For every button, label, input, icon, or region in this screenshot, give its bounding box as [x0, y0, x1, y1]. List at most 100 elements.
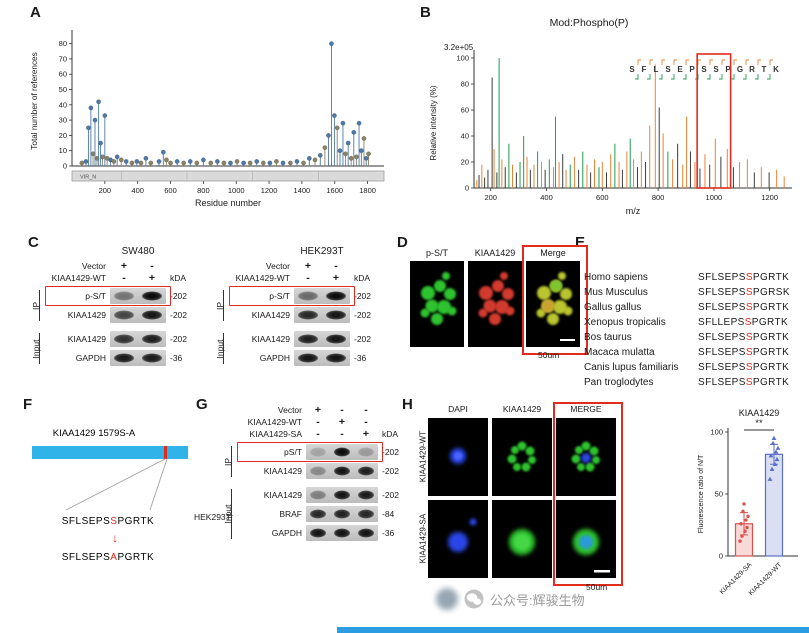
- if-merge-panel: p-S/T KIAA1429 Merge 50um: [410, 245, 588, 364]
- wt-dapi-image: [428, 418, 488, 496]
- mw-size: -202: [170, 291, 188, 301]
- scatter-point: [746, 514, 750, 519]
- seq-pre: SFLSEPS: [698, 347, 746, 358]
- mut-seq-site: A: [110, 552, 117, 563]
- blot-strip: [294, 350, 350, 366]
- x-axis-title: Residue number: [195, 198, 261, 208]
- condition-signs: + -: [294, 260, 350, 272]
- wt-kiaa1429-image: [492, 418, 552, 496]
- cell-blob: [442, 272, 450, 280]
- cell-blob: [513, 463, 521, 471]
- western-band: [334, 528, 350, 538]
- blot-row: pS/T -202: [237, 442, 406, 462]
- condition-sign: +: [338, 416, 346, 428]
- phospho-site: S: [745, 377, 753, 388]
- scatter-point: [741, 509, 745, 514]
- species-name: Xenopus tropicalis: [584, 317, 666, 328]
- antibody-label: pS/T: [284, 447, 302, 457]
- seq-post: PGRTK: [752, 302, 790, 313]
- condition-name: KIAA1429-WT: [235, 273, 290, 283]
- blot-row: GAPDH -36: [240, 525, 406, 541]
- watermark-text: 公众号:辉骏生物: [490, 592, 585, 608]
- x-tick-label: 400: [131, 186, 144, 195]
- cell-blob: [511, 446, 519, 454]
- data-point: [247, 160, 253, 166]
- condition-name: Vector: [277, 405, 302, 415]
- antibody-label: KIAA1429: [67, 310, 106, 320]
- data-point: [163, 157, 169, 163]
- condition-sign: -: [306, 272, 310, 284]
- wt-seq-post: PGRTK: [117, 516, 154, 527]
- y-axis-title: Fluorescence ratio of N/T: [698, 454, 705, 533]
- western-band: [334, 447, 350, 457]
- panel-a-references-chart: 0 10 20 30 40 50 60 70 80 Total number of referen…: [30, 30, 385, 208]
- sequence-letter: S: [701, 65, 707, 74]
- sequence: SFLSEPSSPGRTK: [698, 375, 789, 390]
- data-point: [273, 158, 279, 164]
- western-band: [334, 466, 350, 476]
- western-band: [114, 334, 134, 344]
- group-bracket: [231, 446, 232, 477]
- western-band: [298, 353, 318, 363]
- panel-e-label: E: [575, 234, 586, 251]
- x-tick-label: 600: [596, 193, 609, 202]
- scatter-point: [773, 449, 779, 454]
- cell-blob: [489, 313, 501, 325]
- data-point: [358, 148, 364, 154]
- data-point: [348, 155, 354, 161]
- seq-pre: SFLSEPS: [698, 272, 746, 283]
- western-band: [358, 447, 374, 457]
- condition-signs: + - -: [306, 404, 378, 416]
- data-point: [340, 120, 346, 126]
- condition-sign: -: [340, 404, 344, 416]
- blot-strip: [110, 350, 166, 366]
- blot-strip: [294, 288, 350, 304]
- phospho-site: S: [745, 272, 753, 283]
- data-point: [200, 157, 206, 163]
- panel-h-label: H: [402, 396, 413, 413]
- western-band: [358, 466, 374, 476]
- y-axis-title: Total number of references: [30, 52, 39, 149]
- western-band: [310, 528, 326, 538]
- scatter-point: [770, 440, 776, 445]
- data-point: [123, 158, 129, 164]
- sa-merge-image: [556, 500, 616, 578]
- if-label-pst: p-S/T: [425, 248, 448, 258]
- x-tick-label: 1200: [761, 193, 778, 202]
- significance-label: **: [755, 418, 763, 429]
- condition-row: Vector + - -: [240, 404, 406, 416]
- x-tick-label: 200: [99, 186, 112, 195]
- western-band: [326, 334, 346, 344]
- seq-post: PGRTK: [752, 272, 790, 283]
- x-tick-label: 1400: [294, 186, 311, 195]
- blot-row: KIAA1429 -202: [240, 487, 406, 503]
- x-tick-label: 600: [164, 186, 177, 195]
- y-tick-label: 100: [710, 428, 723, 437]
- cell-blob: [553, 300, 567, 314]
- y-ion-mark: [709, 59, 713, 65]
- cell-blob: [495, 300, 509, 314]
- data-point: [143, 155, 149, 161]
- data-point: [356, 120, 362, 126]
- row-label-sa: KIAA1429-SA: [418, 513, 428, 564]
- cell-blob: [550, 280, 562, 292]
- x-tick-label: 400: [540, 193, 553, 202]
- kiaa1429-if-image: [468, 261, 522, 347]
- data-point: [118, 157, 124, 163]
- b-ion-mark: [767, 74, 771, 80]
- watermark: 公众号:辉骏生物: [436, 588, 585, 610]
- antibody-label: KIAA1429: [263, 466, 302, 476]
- blot-strip: [306, 463, 378, 479]
- data-point: [160, 149, 166, 155]
- y-axis-title: Relative intensity (%): [429, 85, 438, 160]
- cell-blob: [483, 299, 497, 313]
- condition-sign: +: [148, 272, 156, 284]
- y-tick-label: 30: [59, 116, 67, 125]
- b-ion-mark: [647, 74, 651, 80]
- mw-size: -202: [382, 466, 400, 476]
- seq-pre: SFLSEPS: [698, 332, 746, 343]
- alignment-row: Gallus gallus SFLSEPSSPGRTK: [584, 300, 790, 315]
- condition-row: KIAA1429-WT - + kDA: [48, 272, 196, 284]
- domain-label: VIR_N: [80, 174, 96, 180]
- group-bracket: [39, 290, 40, 321]
